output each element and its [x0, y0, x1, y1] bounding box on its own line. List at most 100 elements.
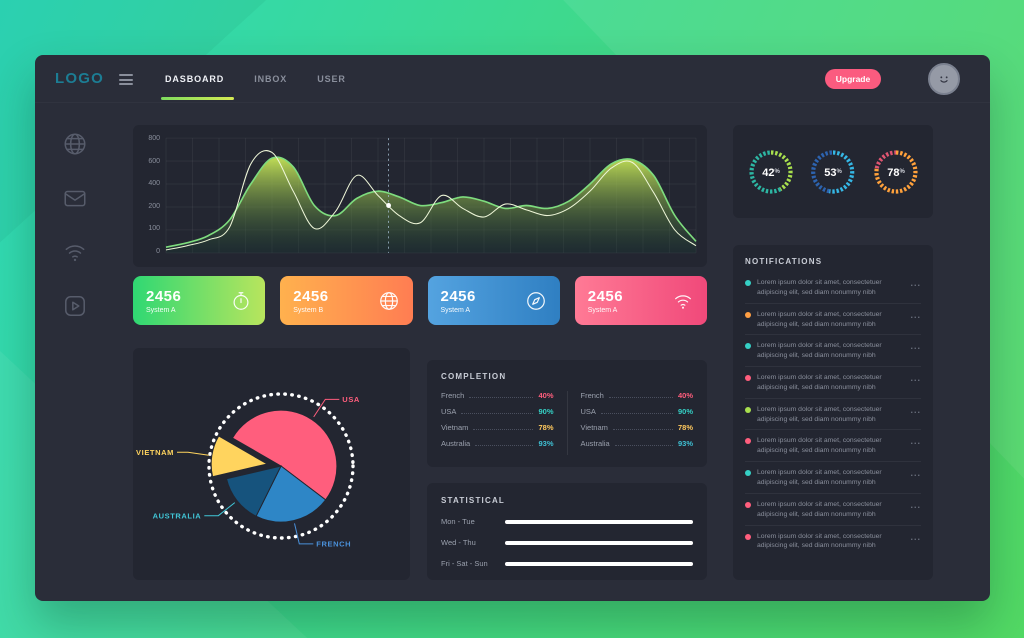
notification-dot: [745, 311, 751, 318]
inbox-icon[interactable]: [62, 185, 88, 211]
gauge-rest-arc: [811, 149, 834, 193]
statistical-bar-track: [505, 540, 693, 545]
pie-dotted-ring: [207, 392, 355, 540]
notification-more-button[interactable]: ...: [910, 278, 921, 288]
notification-more-button[interactable]: ...: [910, 436, 921, 447]
wifi-icon: [672, 290, 694, 312]
stopwatch-icon: [230, 290, 252, 312]
statistical-bar-track: [505, 561, 693, 566]
stat-card[interactable]: 2456 System A: [133, 276, 266, 325]
hamburger-menu-icon[interactable]: [119, 74, 135, 86]
gauge-value: 53%: [824, 167, 842, 179]
notification-more-button[interactable]: ...: [910, 373, 921, 384]
completion-value: 78%: [677, 423, 693, 432]
nav-item-dasboard[interactable]: DASBOARD: [160, 55, 235, 103]
pie-label-australia: AUSTRALIA: [153, 511, 202, 520]
gauge-rest-arc: [874, 149, 896, 169]
statistical-panel: STATISTICAL Mon - Tue Wed - Thu Fri - Sat …: [427, 483, 707, 580]
video-icon[interactable]: [62, 293, 88, 319]
dotted-leader: [473, 429, 534, 430]
completion-value: 40%: [677, 391, 693, 400]
completion-panel: COMPLETION French 40% USA 90% Vietnam 78% Aust…: [427, 360, 707, 467]
notification-item[interactable]: Lorem ipsum dolor sit amet, consectetuer…: [745, 462, 921, 494]
stat-card-text: 2456 System A: [441, 288, 476, 314]
notification-item[interactable]: Lorem ipsum dolor sit amet, consectetuer…: [745, 399, 921, 431]
nav-item-user[interactable]: USER: [317, 74, 346, 84]
notifications-panel: NOTIFICATIONS Lorem ipsum dolor sit amet…: [733, 245, 933, 580]
gauge-value: 42%: [762, 167, 780, 179]
stat-card[interactable]: 2456 System B: [280, 276, 413, 325]
y-axis-labels: 800 600 400 200 100 0: [139, 135, 165, 257]
stat-card-text: 2456 System A: [588, 288, 623, 314]
notification-item[interactable]: Lorem ipsum dolor sit amet, consectetuer…: [745, 430, 921, 463]
notification-item[interactable]: Lorem ipsum dolor sit amet, consectetuer…: [745, 526, 921, 557]
pie-chart: USA FRENCH AUSTRALIA VIETNAM: [136, 392, 359, 549]
stat-card-label: System A: [146, 306, 176, 314]
notification-item[interactable]: Lorem ipsum dolor sit amet, consectetuer…: [745, 304, 921, 336]
notification-item[interactable]: Lorem ipsum dolor sit amet, consectetuer…: [745, 272, 921, 304]
y-tick-label: 400: [148, 180, 160, 188]
dotted-leader: [612, 429, 673, 430]
notification-text: Lorem ipsum dolor sit amet, consectetuer…: [757, 279, 882, 296]
upgrade-button[interactable]: Upgrade: [825, 69, 881, 89]
completion-table: French 40% USA 90% Vietnam 78% Australia 93% Fre…: [441, 391, 693, 455]
notification-more-button[interactable]: ...: [910, 499, 921, 510]
notification-item[interactable]: Lorem ipsum dolor sit amet, consectetuer…: [745, 367, 921, 399]
dotted-leader: [469, 397, 534, 398]
stat-card-text: 2456 System A: [146, 288, 181, 314]
stat-card-value: 2456: [146, 287, 182, 305]
stat-card-value: 2456: [293, 287, 329, 305]
gauge-rest-arc: [748, 149, 781, 194]
stat-card-value: 2456: [440, 287, 476, 305]
stat-card-label: System A: [440, 306, 471, 314]
statistical-label: Mon - Tue: [441, 517, 475, 526]
stat-card-label: System B: [293, 306, 324, 314]
completion-row: USA 90%: [441, 407, 554, 416]
chart-marker-dot: [386, 203, 392, 209]
app-logo: LOGO: [55, 70, 104, 87]
notification-text: Lorem ipsum dolor sit amet, consectetuer…: [757, 310, 882, 328]
notification-dot: [745, 501, 751, 508]
dotted-leader: [475, 445, 534, 446]
statistical-title: STATISTICAL: [441, 496, 506, 505]
completion-row: Vietnam 78%: [441, 423, 554, 432]
completion-value: 93%: [538, 439, 554, 448]
notification-more-button[interactable]: ...: [910, 404, 921, 415]
completion-label: French: [580, 391, 604, 400]
notification-more-button[interactable]: ...: [910, 309, 921, 320]
y-tick-label: 800: [148, 135, 160, 142]
notification-more-button[interactable]: ...: [910, 531, 921, 542]
notification-text: Lorem ipsum dolor sit amet, consectetuer…: [757, 374, 882, 391]
stat-card[interactable]: 2456 System A: [427, 276, 560, 325]
completion-title: COMPLETION: [441, 372, 507, 381]
notification-dot: [745, 533, 751, 540]
notification-item[interactable]: Lorem ipsum dolor sit amet, consectetuer…: [745, 494, 921, 526]
notification-dot: [745, 438, 751, 445]
y-tick-label: 600: [148, 157, 160, 165]
notification-dot: [745, 343, 751, 350]
globe-icon[interactable]: [62, 131, 88, 157]
statistical-row: Fri - Sat - Sun: [441, 559, 693, 568]
notification-more-button[interactable]: ...: [910, 468, 921, 479]
notification-text: Lorem ipsum dolor sit amet, consectetuer…: [757, 469, 882, 486]
completion-row: Australia 93%: [441, 439, 554, 448]
gauge-value: 78%: [887, 167, 905, 179]
notification-more-button[interactable]: ...: [910, 341, 921, 352]
notification-item[interactable]: Lorem ipsum dolor sit amet, consectetuer…: [745, 335, 921, 368]
smiley-icon: [934, 69, 954, 89]
completion-value: 78%: [538, 423, 554, 432]
avatar[interactable]: [928, 63, 960, 95]
completion-label: Australia: [441, 439, 471, 448]
notification-text: Lorem ipsum dolor sit amet, consectetuer…: [757, 532, 882, 550]
completion-row: French 40%: [581, 391, 694, 400]
wifi-icon[interactable]: [62, 239, 88, 265]
stat-card[interactable]: 2456 System A: [574, 276, 707, 325]
notification-text: Lorem ipsum dolor sit amet, consectetuer…: [757, 437, 882, 455]
completion-value: 93%: [677, 439, 693, 448]
stat-card-label: System A: [587, 306, 618, 314]
nav-item-inbox[interactable]: INBOX: [254, 74, 288, 84]
completion-row: USA 90%: [581, 407, 694, 416]
completion-column: French 40% USA 90% Vietnam 78% Australia 93%: [566, 391, 694, 455]
pie-chart-panel: USA FRENCH AUSTRALIA VIETNAM: [133, 348, 410, 580]
